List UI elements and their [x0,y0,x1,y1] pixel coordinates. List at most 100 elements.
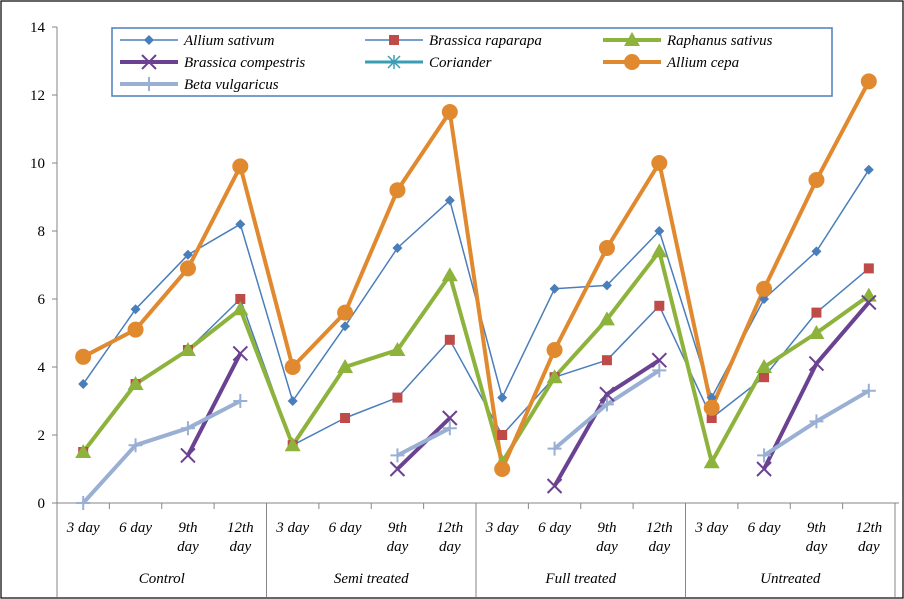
legend-marker-allium-sativum [144,35,154,45]
data-point-raphanus-sativus [651,243,668,258]
data-point-allium-sativum [392,243,403,253]
data-point-brassica-raparapa [654,300,665,311]
data-point-raphanus-sativus [179,342,196,356]
y-tick-label: 4 [38,360,46,376]
legend-label-allium-sativum: Allium sativum [183,33,275,49]
data-point-raphanus-sativus [546,369,563,384]
data-point-allium-cepa [860,73,877,90]
data-point-allium-cepa [598,240,615,256]
data-point-allium-cepa [756,280,773,297]
x-category-label: 9th day [806,520,828,555]
legend-label-brassica-compestris: Brassica compestris [184,55,305,71]
x-category-label: 6 day [329,520,362,536]
x-category-label: 9th day [387,520,409,555]
data-point-beta-vulgaricus [757,448,772,463]
legend-label-brassica-raparapa: Brassica raparapa [429,33,542,49]
x-category-label: 3 day [275,520,309,536]
data-point-allium-cepa [389,182,406,199]
data-point-brassica-raparapa [706,413,717,423]
y-tick-label: 12 [30,88,45,104]
data-point-raphanus-sativus [598,311,615,326]
series-line-brassica-raparapa [82,267,870,453]
data-point-allium-sativum [654,226,665,236]
legend-marker-coriander [387,55,401,69]
data-point-brassica-compestris [389,461,406,477]
data-point-allium-cepa [127,321,144,338]
data-point-raphanus-sativus [808,325,825,339]
legend-label-raphanus-sativus: Raphanus sativus [666,33,773,49]
x-category-label: 6 day [119,520,152,536]
data-point-raphanus-sativus [127,376,144,390]
data-point-brassica-compestris [180,447,196,464]
x-category-label: 9th day [596,520,618,555]
data-point-allium-cepa [284,359,301,375]
data-point-brassica-raparapa [340,413,351,423]
data-point-allium-sativum [601,280,612,291]
data-point-allium-cepa [75,348,92,365]
x-category-label: 3 day [694,520,728,536]
data-point-brassica-compestris [756,461,772,477]
series-line-beta-vulgaricus [396,426,451,458]
data-point-allium-cepa [651,155,668,171]
data-point-allium-sativum [497,392,508,403]
data-point-beta-vulgaricus [442,421,457,436]
y-tick-label: 14 [30,20,46,36]
legend-marker-allium-cepa [624,54,640,70]
data-point-allium-cepa [232,158,249,175]
legend-marker-brassica-raparapa [389,35,399,45]
legend-marker-raphanus-sativus [624,32,640,46]
data-point-brassica-compestris [546,478,563,494]
x-group-label: Control [139,571,185,587]
data-point-beta-vulgaricus [599,397,614,412]
x-category-label: 12th day [646,520,673,555]
data-point-allium-cepa [337,304,354,321]
x-category-label: 12th day [436,520,463,555]
data-point-beta-vulgaricus [76,496,91,510]
data-point-brassica-raparapa [863,263,874,274]
data-point-allium-sativum [340,321,351,332]
legend-label-beta-vulgaricus: Beta vulgaricus [184,77,279,93]
data-point-brassica-raparapa [235,294,246,304]
legend-marker-brassica-compestris [141,54,157,70]
data-point-allium-sativum [811,246,822,257]
data-point-allium-cepa [546,342,563,358]
data-point-brassica-raparapa [601,355,612,366]
legend-box [111,27,833,97]
data-point-allium-cepa [179,260,196,277]
data-point-allium-sativum [549,283,560,294]
data-point-brassica-compestris [808,355,825,372]
data-point-raphanus-sativus [75,444,92,458]
data-point-raphanus-sativus [441,267,458,282]
data-point-allium-sativum [444,195,455,206]
data-point-raphanus-sativus [337,359,354,373]
y-tick-label: 6 [38,292,46,308]
series-line-allium-cepa [82,80,871,471]
data-point-allium-sativum [78,379,89,389]
data-point-raphanus-sativus [389,342,406,356]
x-category-label: 12th day [227,520,254,555]
data-point-allium-sativum [130,304,141,315]
series-markers [75,73,877,510]
series-line-brassica-compestris [186,352,243,457]
data-point-brassica-compestris [651,352,668,368]
x-group-label: Full treated [544,571,616,587]
x-category-label: 12th day [855,520,882,555]
data-point-brassica-raparapa [392,392,403,403]
data-point-beta-vulgaricus [547,441,562,456]
data-point-brassica-raparapa [811,307,822,318]
legend-label-coriander: Coriander [429,55,492,71]
data-point-brassica-compestris [442,410,458,426]
data-point-beta-vulgaricus [390,448,405,463]
x-group-label: Semi treated [334,571,409,587]
legend-label-allium-cepa: Allium cepa [666,55,739,71]
y-tick-label: 10 [30,156,45,172]
data-point-beta-vulgaricus [128,438,143,453]
data-point-beta-vulgaricus [861,383,876,398]
data-point-raphanus-sativus [232,301,249,316]
legend: Allium sativum Brassica raparapa Raphanus … [111,27,833,97]
y-tick-label: 0 [38,496,46,512]
series-line-beta-vulgaricus [81,399,242,505]
